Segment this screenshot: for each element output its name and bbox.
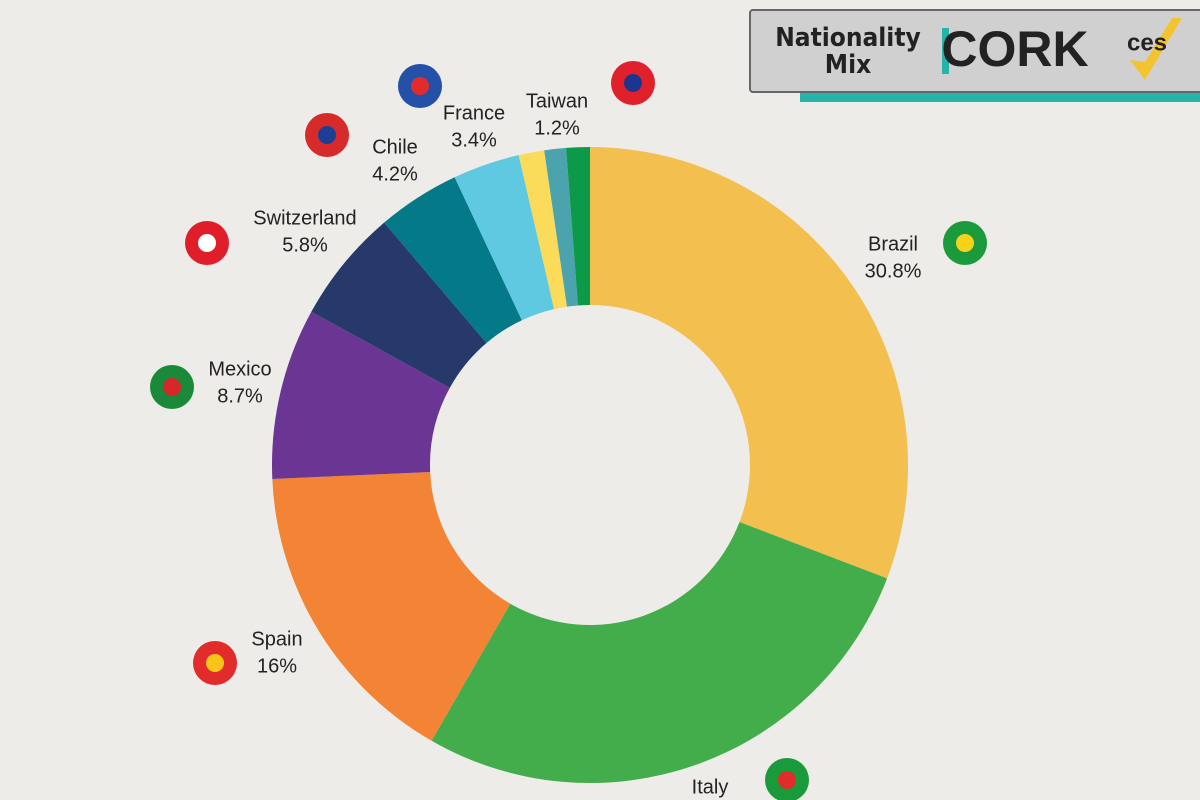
slice	[384, 177, 522, 344]
flag-emblem	[163, 378, 181, 396]
logo-check	[1130, 18, 1182, 80]
logo: ces	[1127, 29, 1167, 56]
flag-emblem	[411, 77, 429, 95]
flag-emblem	[624, 74, 642, 92]
slice-label: Switzerland	[253, 207, 356, 229]
flag-emblem	[956, 234, 974, 252]
value-label: 16%	[257, 655, 297, 677]
header-title: Nationality Mix	[775, 23, 921, 80]
value-label: 3.4%	[451, 129, 497, 151]
value-label: 5.8%	[282, 234, 328, 256]
slice-label: Spain	[251, 628, 302, 650]
slice-label: Brazil	[868, 233, 918, 255]
slice	[518, 150, 567, 310]
value-label: 4.2%	[372, 163, 418, 185]
slice	[431, 522, 888, 783]
value-label: 1.2%	[534, 117, 580, 139]
slice	[590, 147, 908, 579]
slice-label: Italy	[692, 776, 729, 798]
slice	[272, 472, 511, 741]
flag-emblem	[778, 771, 796, 789]
flag-emblem	[206, 654, 224, 672]
slice	[311, 222, 487, 388]
header-location: CORK	[941, 21, 1088, 77]
slice	[454, 155, 555, 321]
flag-emblem	[198, 234, 216, 252]
slice	[544, 147, 578, 307]
slice-label: Chile	[372, 136, 418, 158]
slice	[566, 147, 590, 306]
flag-emblem	[318, 126, 336, 144]
slice-label: Mexico	[208, 358, 271, 380]
value-label: 8.7%	[217, 385, 263, 407]
slice-label: France	[443, 102, 505, 124]
value-label: 30.8%	[865, 260, 922, 282]
header-box	[749, 9, 1200, 93]
header-divider	[942, 28, 949, 74]
slice-label: Taiwan	[526, 90, 588, 112]
slice	[272, 311, 450, 479]
